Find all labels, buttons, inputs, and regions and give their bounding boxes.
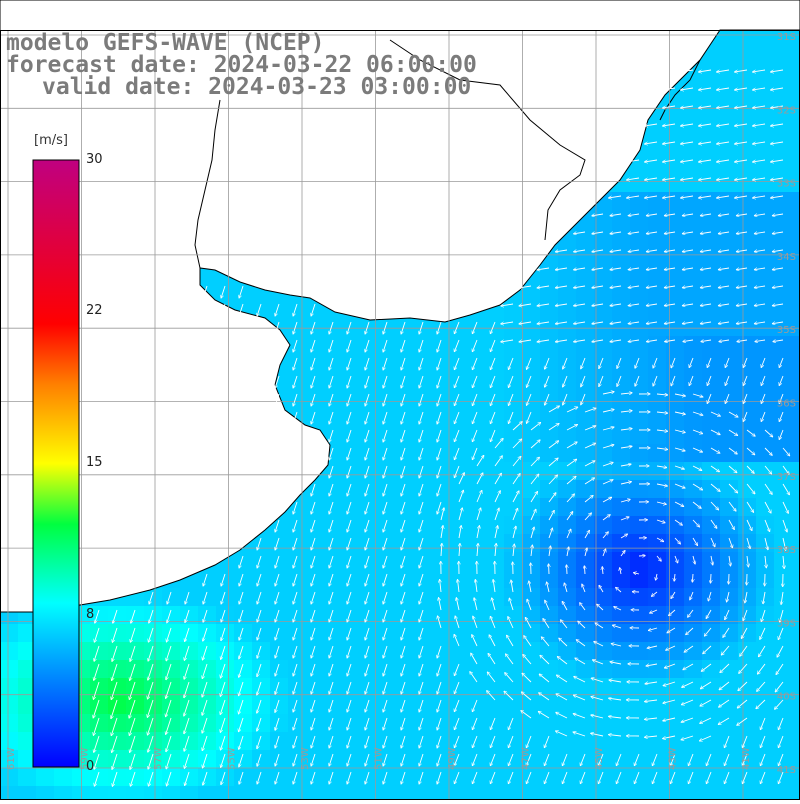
longitude-label: 45W: [594, 747, 605, 770]
latitude-label: 40S: [777, 692, 796, 703]
latitude-label: 39S: [777, 618, 796, 629]
longitude-label: 57W: [153, 747, 164, 770]
latitude-label: 34S: [777, 252, 796, 263]
longitude-label: 47W: [521, 747, 532, 770]
wind-arrow: [692, 574, 693, 582]
colorbar-tick-label: 8: [86, 607, 94, 622]
latitude-label: 32S: [777, 105, 796, 116]
longitude-label: 49W: [447, 747, 458, 770]
colorbar: [33, 160, 79, 767]
latitude-label: 36S: [777, 399, 796, 410]
longitude-label: 43W: [668, 747, 679, 770]
wind-arrow: [710, 574, 711, 583]
longitude-label: 53W: [300, 747, 311, 770]
colorbar-tick-label: 22: [86, 303, 103, 318]
latitude-label: 35S: [777, 325, 796, 336]
colorbar-tick-label: 30: [86, 152, 103, 167]
latitude-label: 31S: [777, 32, 796, 43]
latitude-label: 38S: [777, 545, 796, 556]
colorbar-tick-label: 15: [86, 455, 103, 470]
longitude-label: 55W: [227, 747, 238, 770]
wind-arrow: [584, 566, 585, 574]
colorbar-unit-label: [m/s]: [34, 133, 68, 148]
latitude-label: 33S: [777, 179, 796, 190]
latitude-label: 37S: [777, 472, 796, 483]
valid-date: valid date: 2024-03-23 03:00:00: [42, 76, 471, 99]
colorbar-tick-label: 0: [86, 759, 94, 774]
longitude-label: 51W: [374, 747, 385, 770]
latitude-label: 41S: [777, 765, 796, 776]
longitude-label: 41W: [741, 747, 752, 770]
longitude-label: 61W: [6, 747, 17, 770]
